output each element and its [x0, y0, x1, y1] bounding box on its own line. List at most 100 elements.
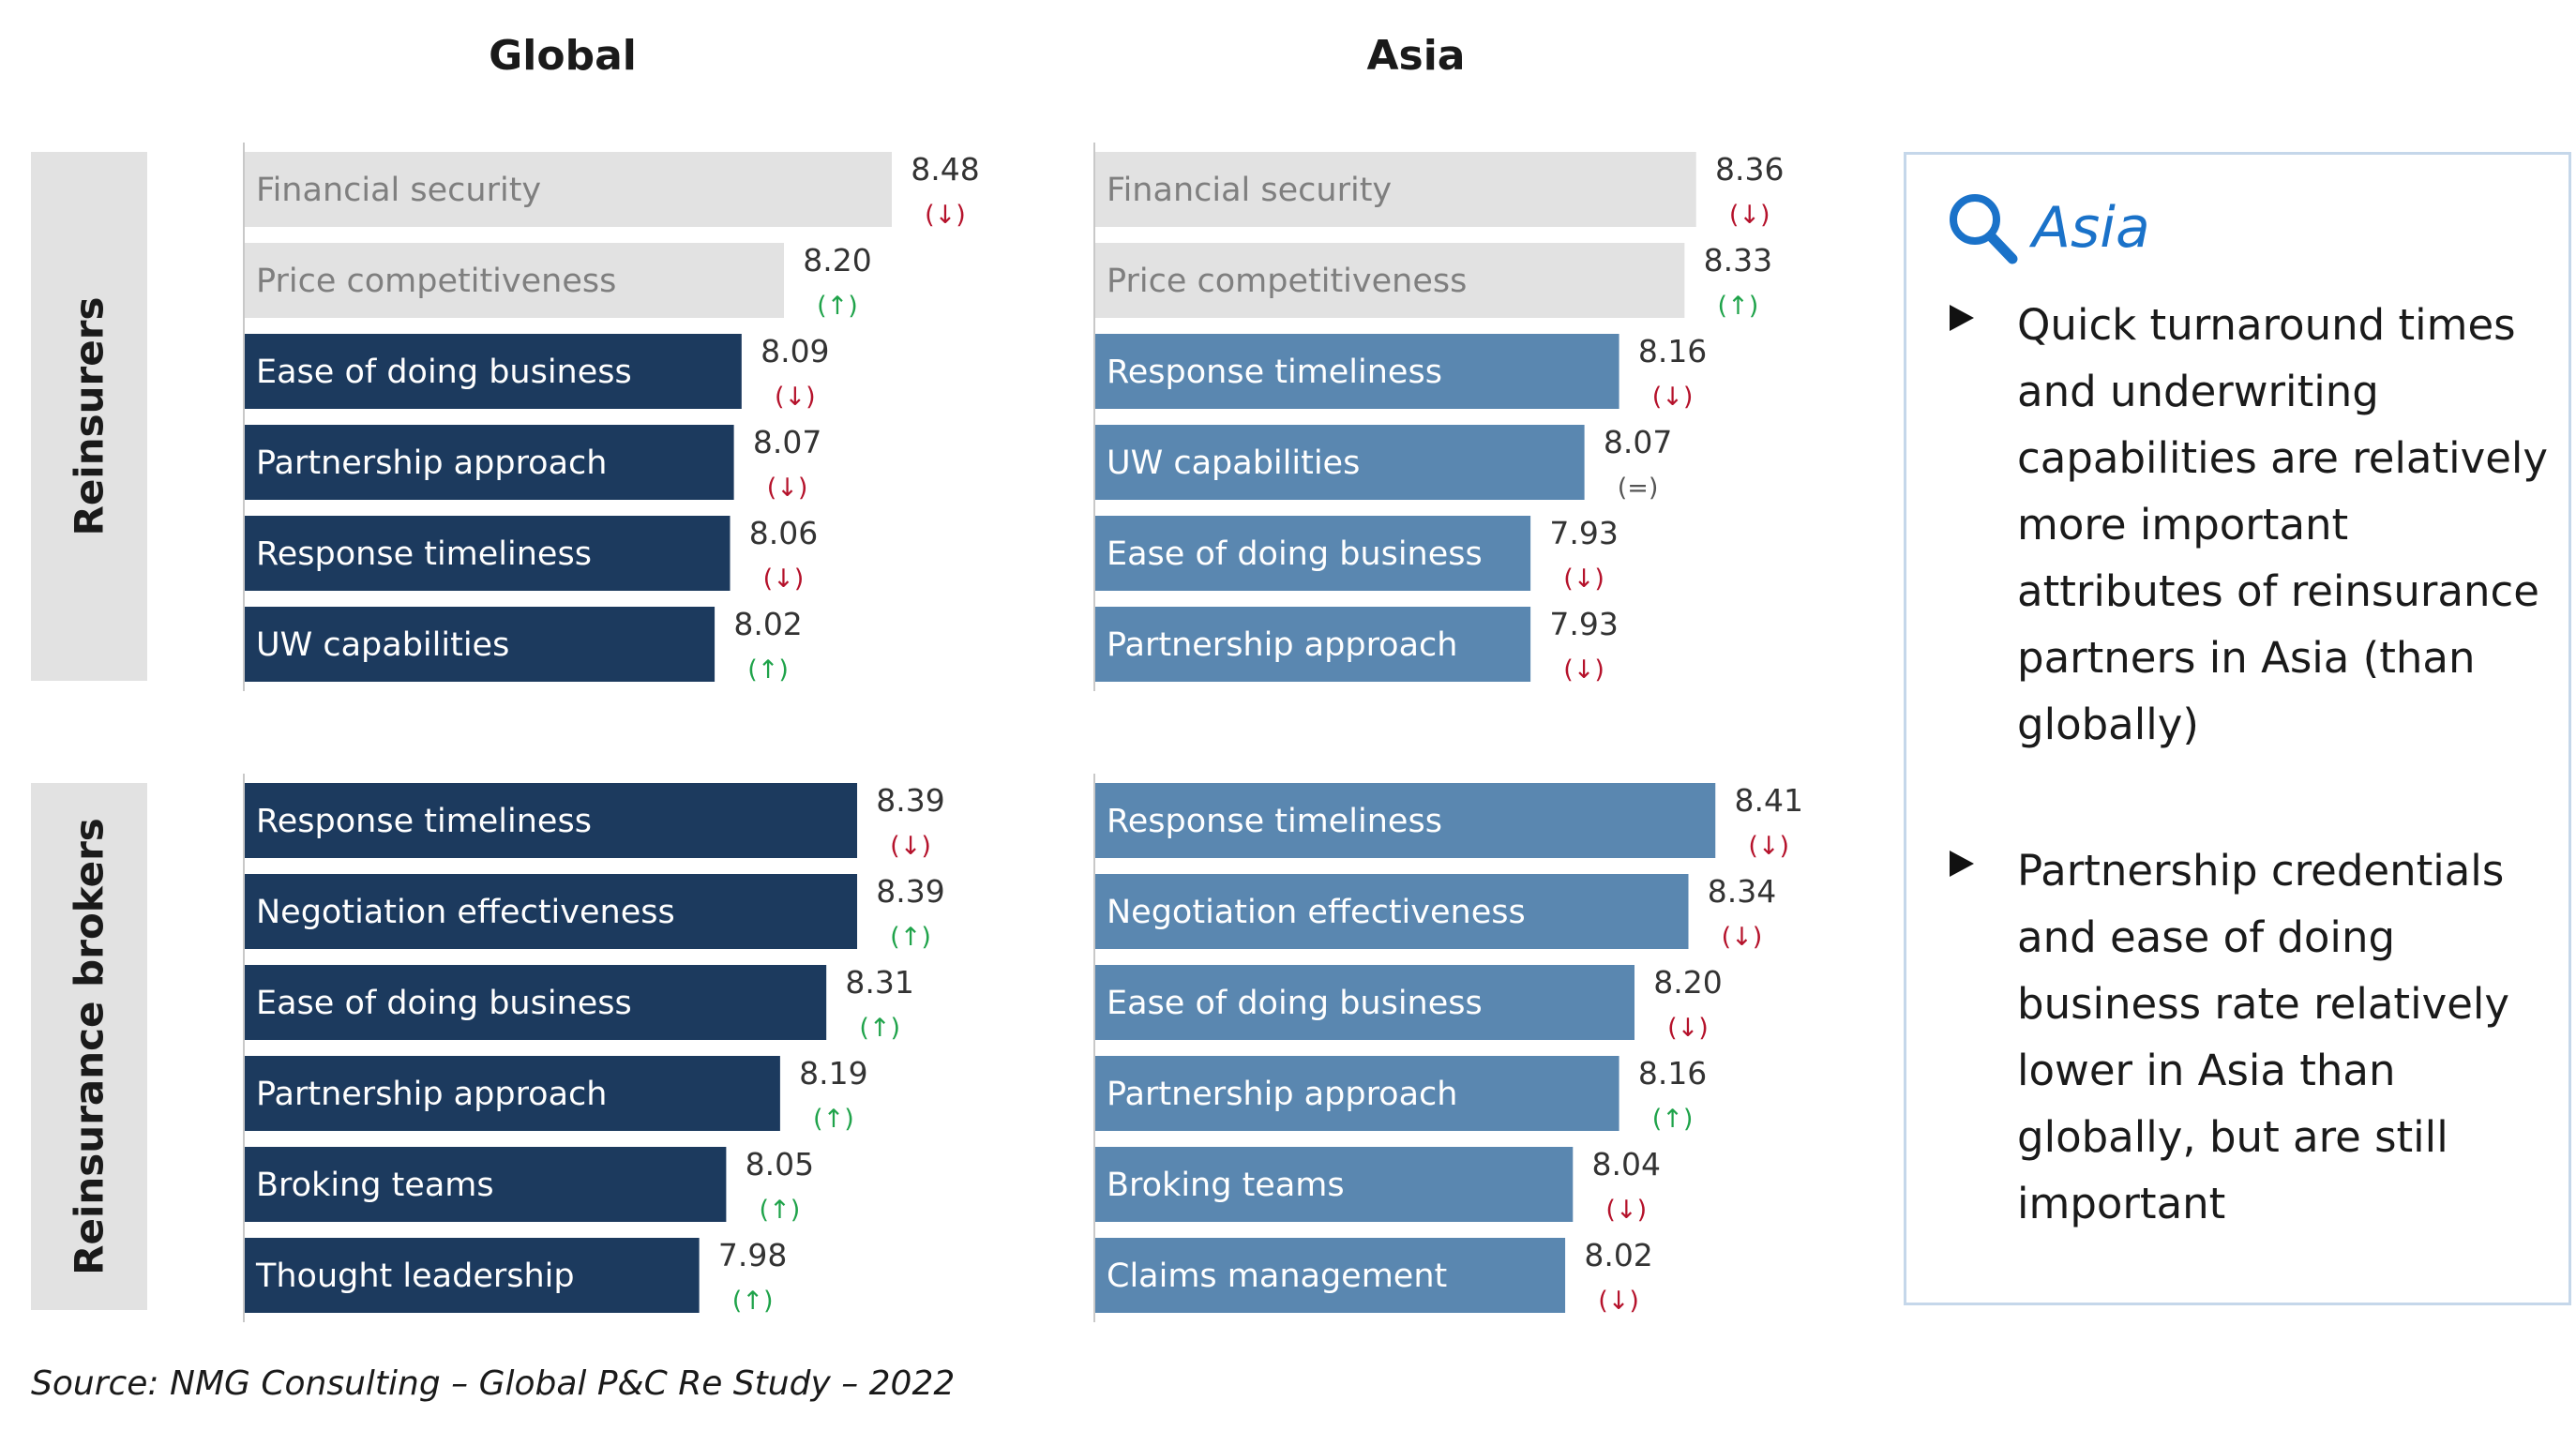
bar-trend-label: (↑) [760, 1196, 801, 1225]
global-brokers-chart: Response timeliness 8.39 (↓) Negotiation ef… [243, 774, 945, 1322]
chart-bar [245, 1056, 780, 1131]
magnifier-icon [1950, 194, 2018, 264]
bar-trend-label: (↑) [732, 1287, 774, 1316]
bar-value-label: 8.09 [761, 333, 829, 369]
bar-value-label: 8.02 [733, 606, 802, 642]
bar-trend-label: (↓) [1563, 655, 1604, 685]
bar-value-label: 8.20 [1653, 964, 1722, 1001]
bar-trend-label: (↓) [1722, 923, 1763, 952]
bar-trend-label: (↓) [1748, 832, 1789, 861]
bar-category-label: Partnership approach [1107, 1076, 1457, 1113]
insight-bullet: Partnership credentials and ease of doin… [1950, 837, 2552, 1237]
bar-value-label: 7.93 [1549, 515, 1618, 551]
bar-value-label: 8.07 [1604, 424, 1672, 460]
insight-bullet-text: Partnership credentials and ease of doin… [2017, 846, 2510, 1228]
bar-value-label: 8.16 [1638, 333, 1707, 369]
bar-trend-label: (↓) [1598, 1287, 1639, 1316]
bar-value-label: 8.02 [1584, 1237, 1652, 1273]
bar-value-label: 8.39 [876, 782, 944, 819]
bar-category-label: Ease of doing business [256, 354, 632, 391]
bar-trend-label: (↓) [1667, 1014, 1709, 1043]
bar-category-label: Broking teams [256, 1167, 494, 1204]
chart-bar [1095, 1147, 1574, 1222]
global-column-title: Global [489, 32, 637, 80]
chart-bar [245, 783, 858, 858]
chart-bar [1095, 334, 1619, 409]
bar-value-label: 8.31 [845, 964, 913, 1001]
brokers-row-label-text: Reinsurance brokers [66, 818, 113, 1275]
chart-bar [245, 1147, 727, 1222]
bar-category-label: UW capabilities [1107, 444, 1360, 482]
bar-value-label: 8.41 [1735, 782, 1803, 819]
bar-value-label: 8.34 [1708, 873, 1776, 910]
bar-category-label: Thought leadership [255, 1258, 575, 1295]
bar-trend-label: (=) [1618, 474, 1659, 503]
bar-category-label: Ease of doing business [1107, 535, 1483, 573]
bar-trend-label: (↑) [1718, 292, 1759, 321]
bar-value-label: 8.05 [746, 1146, 814, 1182]
insight-bullet: Quick turnaround times and underwriting … [1950, 292, 2552, 758]
asia-brokers-chart: Response timeliness 8.41 (↓) Negotiation ef… [1093, 774, 1803, 1322]
chart-bar [1095, 243, 1685, 318]
chart-bar [1095, 516, 1531, 591]
chart-bar [245, 965, 827, 1040]
global-reinsurers-chart: Financial security 8.48 (↓) Price competiti… [243, 143, 980, 691]
bar-trend-label: (↑) [813, 1105, 854, 1134]
panel-header: Asia [1946, 190, 2150, 265]
bar-trend-label: (↓) [775, 383, 816, 412]
bar-category-label: Price competitiveness [256, 263, 616, 300]
bar-category-label: Partnership approach [256, 1076, 607, 1113]
insight-bullet-text: Quick turnaround times and underwriting … [2017, 300, 2549, 749]
bar-trend-label: (↓) [1652, 383, 1694, 412]
reinsurers-row-label: Reinsurers [31, 152, 147, 681]
source-note: Source: NMG Consulting – Global P&C Re S… [31, 1364, 956, 1403]
bar-value-label: 8.16 [1638, 1055, 1707, 1092]
bar-value-label: 8.06 [749, 515, 818, 551]
panel-title: Asia [2032, 195, 2150, 261]
asia-reinsurers-chart: Financial security 8.36 (↓) Price competiti… [1093, 143, 1784, 691]
chart-bar [1095, 965, 1634, 1040]
bar-category-label: Financial security [1107, 172, 1392, 209]
bar-category-label: Broking teams [1107, 1167, 1345, 1204]
bar-category-label: Response timeliness [1107, 803, 1442, 840]
bar-category-label: Price competitiveness [1107, 263, 1467, 300]
bar-value-label: 8.04 [1592, 1146, 1661, 1182]
bar-category-label: Negotiation effectiveness [1107, 894, 1526, 931]
chart-bar [245, 334, 742, 409]
bar-value-label: 7.93 [1549, 606, 1618, 642]
bar-trend-label: (↓) [890, 832, 931, 861]
bar-trend-label: (↓) [763, 565, 805, 594]
bar-trend-label: (↓) [1563, 565, 1604, 594]
chart-bar [245, 425, 734, 500]
bar-value-label: 8.39 [876, 873, 944, 910]
bar-trend-label: (↓) [1729, 201, 1770, 230]
reinsurers-row-label-text: Reinsurers [66, 296, 113, 536]
bar-value-label: 7.98 [718, 1237, 787, 1273]
bar-category-label: Partnership approach [256, 444, 607, 482]
bullet-arrow-icon [1950, 851, 1974, 877]
bar-trend-label: (↑) [859, 1014, 900, 1043]
bar-value-label: 8.48 [911, 151, 979, 188]
chart-bar [245, 152, 892, 227]
bar-value-label: 8.36 [1715, 151, 1784, 188]
chart-bar [245, 243, 784, 318]
bar-value-label: 8.20 [803, 242, 871, 279]
brokers-row-label: Reinsurance brokers [31, 783, 147, 1310]
bar-category-label: Financial security [256, 172, 541, 209]
bar-trend-label: (↑) [890, 923, 931, 952]
bar-trend-label: (↓) [925, 201, 966, 230]
chart-bar [245, 1238, 700, 1313]
bar-category-label: Claims management [1107, 1258, 1447, 1295]
bar-category-label: Ease of doing business [1107, 985, 1483, 1022]
bar-value-label: 8.19 [799, 1055, 867, 1092]
bar-category-label: Response timeliness [256, 803, 592, 840]
bar-trend-label: (↓) [767, 474, 808, 503]
chart-bar [245, 516, 731, 591]
chart-bar [1095, 874, 1689, 949]
bar-trend-label: (↓) [1605, 1196, 1647, 1225]
chart-bar [1095, 783, 1716, 858]
bar-category-label: Ease of doing business [256, 985, 632, 1022]
chart-bar [1095, 425, 1585, 500]
bar-category-label: UW capabilities [256, 626, 509, 664]
asia-insight-panel: Asia Quick turnaround times and underwri… [1904, 152, 2571, 1305]
